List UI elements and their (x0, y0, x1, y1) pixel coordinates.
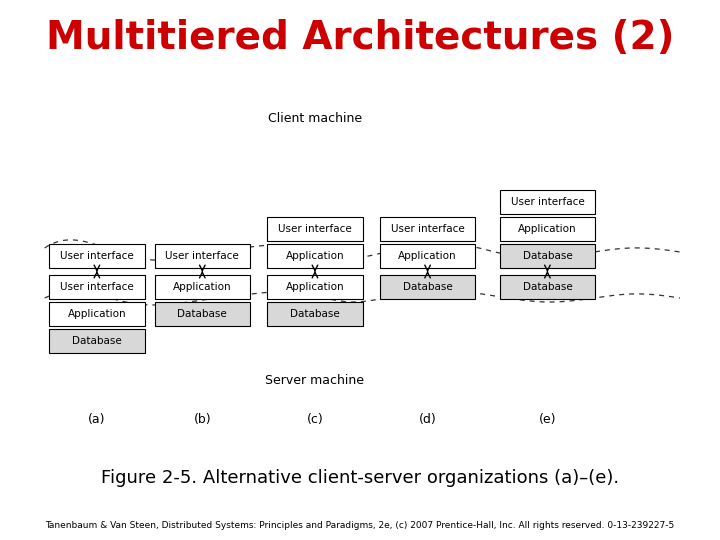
Text: User interface: User interface (60, 251, 134, 261)
Text: (c): (c) (307, 414, 323, 427)
Text: Application: Application (398, 251, 457, 261)
Text: Database: Database (290, 309, 340, 319)
FancyBboxPatch shape (49, 244, 145, 268)
Text: Server machine: Server machine (266, 374, 364, 387)
FancyBboxPatch shape (267, 244, 363, 268)
Text: Database: Database (402, 282, 452, 292)
Text: User interface: User interface (278, 224, 352, 234)
Text: Multitiered Architectures (2): Multitiered Architectures (2) (46, 19, 674, 57)
Text: User interface: User interface (166, 251, 239, 261)
Text: Client machine: Client machine (268, 111, 362, 125)
FancyBboxPatch shape (267, 275, 363, 299)
FancyBboxPatch shape (380, 217, 475, 241)
FancyBboxPatch shape (380, 275, 475, 299)
Text: User interface: User interface (391, 224, 464, 234)
Text: Application: Application (68, 309, 126, 319)
FancyBboxPatch shape (49, 302, 145, 326)
Text: Database: Database (72, 336, 122, 346)
Text: (a): (a) (88, 414, 106, 427)
FancyBboxPatch shape (49, 329, 145, 353)
Text: Database: Database (177, 309, 228, 319)
FancyBboxPatch shape (500, 275, 595, 299)
FancyBboxPatch shape (155, 275, 250, 299)
Text: (d): (d) (419, 414, 436, 427)
Text: Figure 2-5. Alternative client-server organizations (a)–(e).: Figure 2-5. Alternative client-server or… (101, 469, 619, 487)
FancyBboxPatch shape (500, 190, 595, 214)
Text: Application: Application (173, 282, 232, 292)
FancyBboxPatch shape (500, 244, 595, 268)
Text: User interface: User interface (510, 197, 585, 207)
FancyBboxPatch shape (380, 244, 475, 268)
Text: Tanenbaum & Van Steen, Distributed Systems: Principles and Paradigms, 2e, (c) 20: Tanenbaum & Van Steen, Distributed Syste… (45, 521, 675, 530)
Text: (b): (b) (194, 414, 211, 427)
Text: Application: Application (286, 282, 344, 292)
Text: Database: Database (523, 282, 572, 292)
FancyBboxPatch shape (267, 217, 363, 241)
FancyBboxPatch shape (49, 275, 145, 299)
FancyBboxPatch shape (155, 244, 250, 268)
Text: User interface: User interface (60, 282, 134, 292)
FancyBboxPatch shape (500, 217, 595, 241)
Text: Database: Database (523, 251, 572, 261)
Text: (e): (e) (539, 414, 556, 427)
Text: Application: Application (286, 251, 344, 261)
FancyBboxPatch shape (267, 302, 363, 326)
FancyBboxPatch shape (155, 302, 250, 326)
Text: Application: Application (518, 224, 577, 234)
